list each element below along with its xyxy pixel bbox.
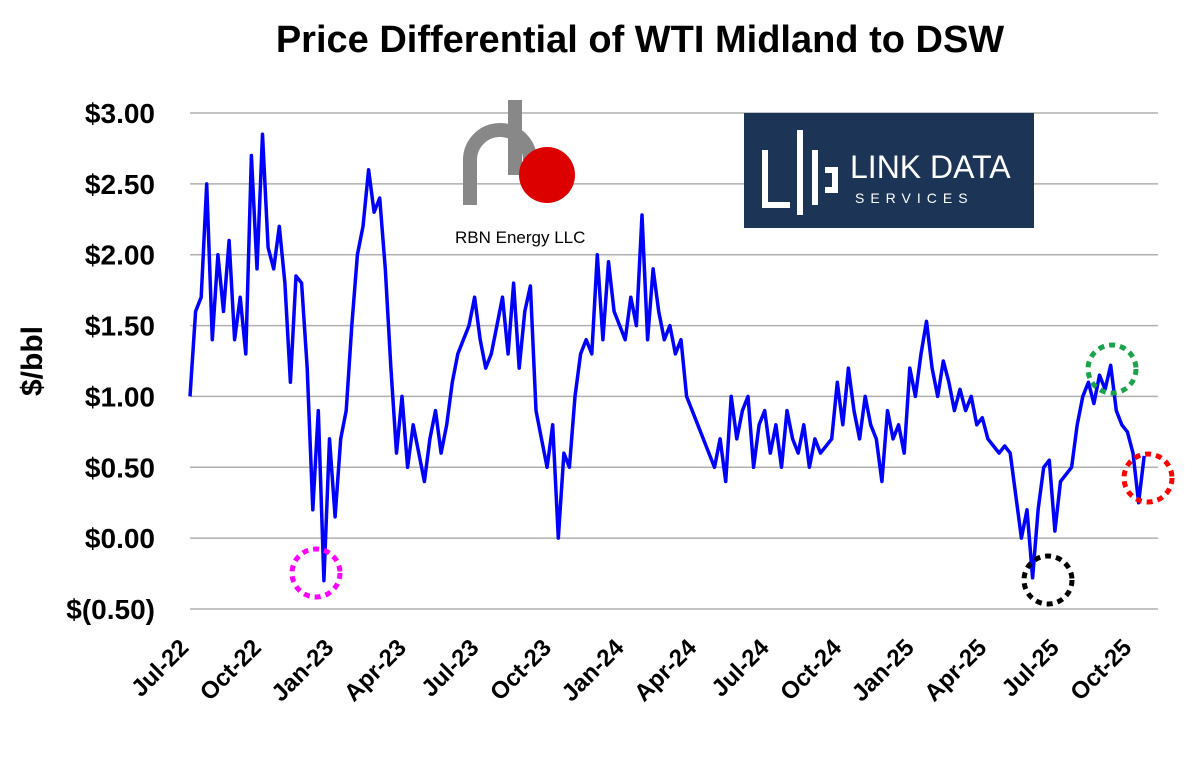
logo-shape [463, 123, 537, 205]
logo-box [744, 113, 1034, 228]
logo-text: RBN Energy LLC [455, 228, 585, 247]
x-tick-label: Oct-22 [195, 634, 267, 706]
logo-text: LINK DATA [850, 149, 1011, 185]
logo-text: SERVICES [855, 190, 974, 206]
data-line [188, 132, 1146, 583]
x-tick-label: Jul-23 [416, 634, 484, 702]
x-tick-label: Jan-24 [557, 634, 630, 707]
highlight-circle [1021, 553, 1075, 607]
chart-title: Price Differential of WTI Midland to DSW [276, 19, 1004, 61]
highlight-circle [1085, 342, 1139, 396]
y-tick-label: $2.00 [85, 240, 155, 271]
x-tick-label: Apr-24 [629, 634, 702, 707]
y-tick-label: $2.50 [85, 169, 155, 200]
x-tick-label: Oct-23 [485, 634, 557, 706]
highlight-circle [1121, 451, 1175, 505]
y-tick-label: $3.00 [85, 98, 155, 129]
y-tick-label: $1.50 [85, 311, 155, 342]
y-tick-label: $0.50 [85, 452, 155, 483]
y-tick-label: $0.00 [85, 523, 155, 554]
highlight-circles [289, 342, 1175, 607]
y-axis-label: $/bbl [16, 326, 49, 396]
x-tick-label: Jul-24 [706, 634, 775, 703]
lds-logo: LINK DATA SERVICES [744, 113, 1034, 228]
x-tick-label: Jan-25 [847, 634, 920, 707]
y-tick-label: $(0.50) [66, 594, 155, 625]
y-tick-label: $1.00 [85, 381, 155, 412]
x-tick-label: Apr-25 [919, 634, 992, 707]
x-tick-label: Oct-25 [1065, 634, 1137, 706]
logo-shape [762, 130, 838, 215]
x-tick-label: Jan-23 [266, 634, 339, 707]
x-tick-label: Jul-25 [997, 634, 1065, 702]
rbn-logo: RBN Energy LLC [455, 100, 585, 247]
logo-ball [519, 147, 575, 203]
highlight-circle [289, 546, 343, 600]
x-tick-label: Apr-23 [339, 634, 412, 707]
x-tick-label: Oct-24 [775, 634, 847, 706]
x-tick-label: Jul-22 [126, 634, 194, 702]
